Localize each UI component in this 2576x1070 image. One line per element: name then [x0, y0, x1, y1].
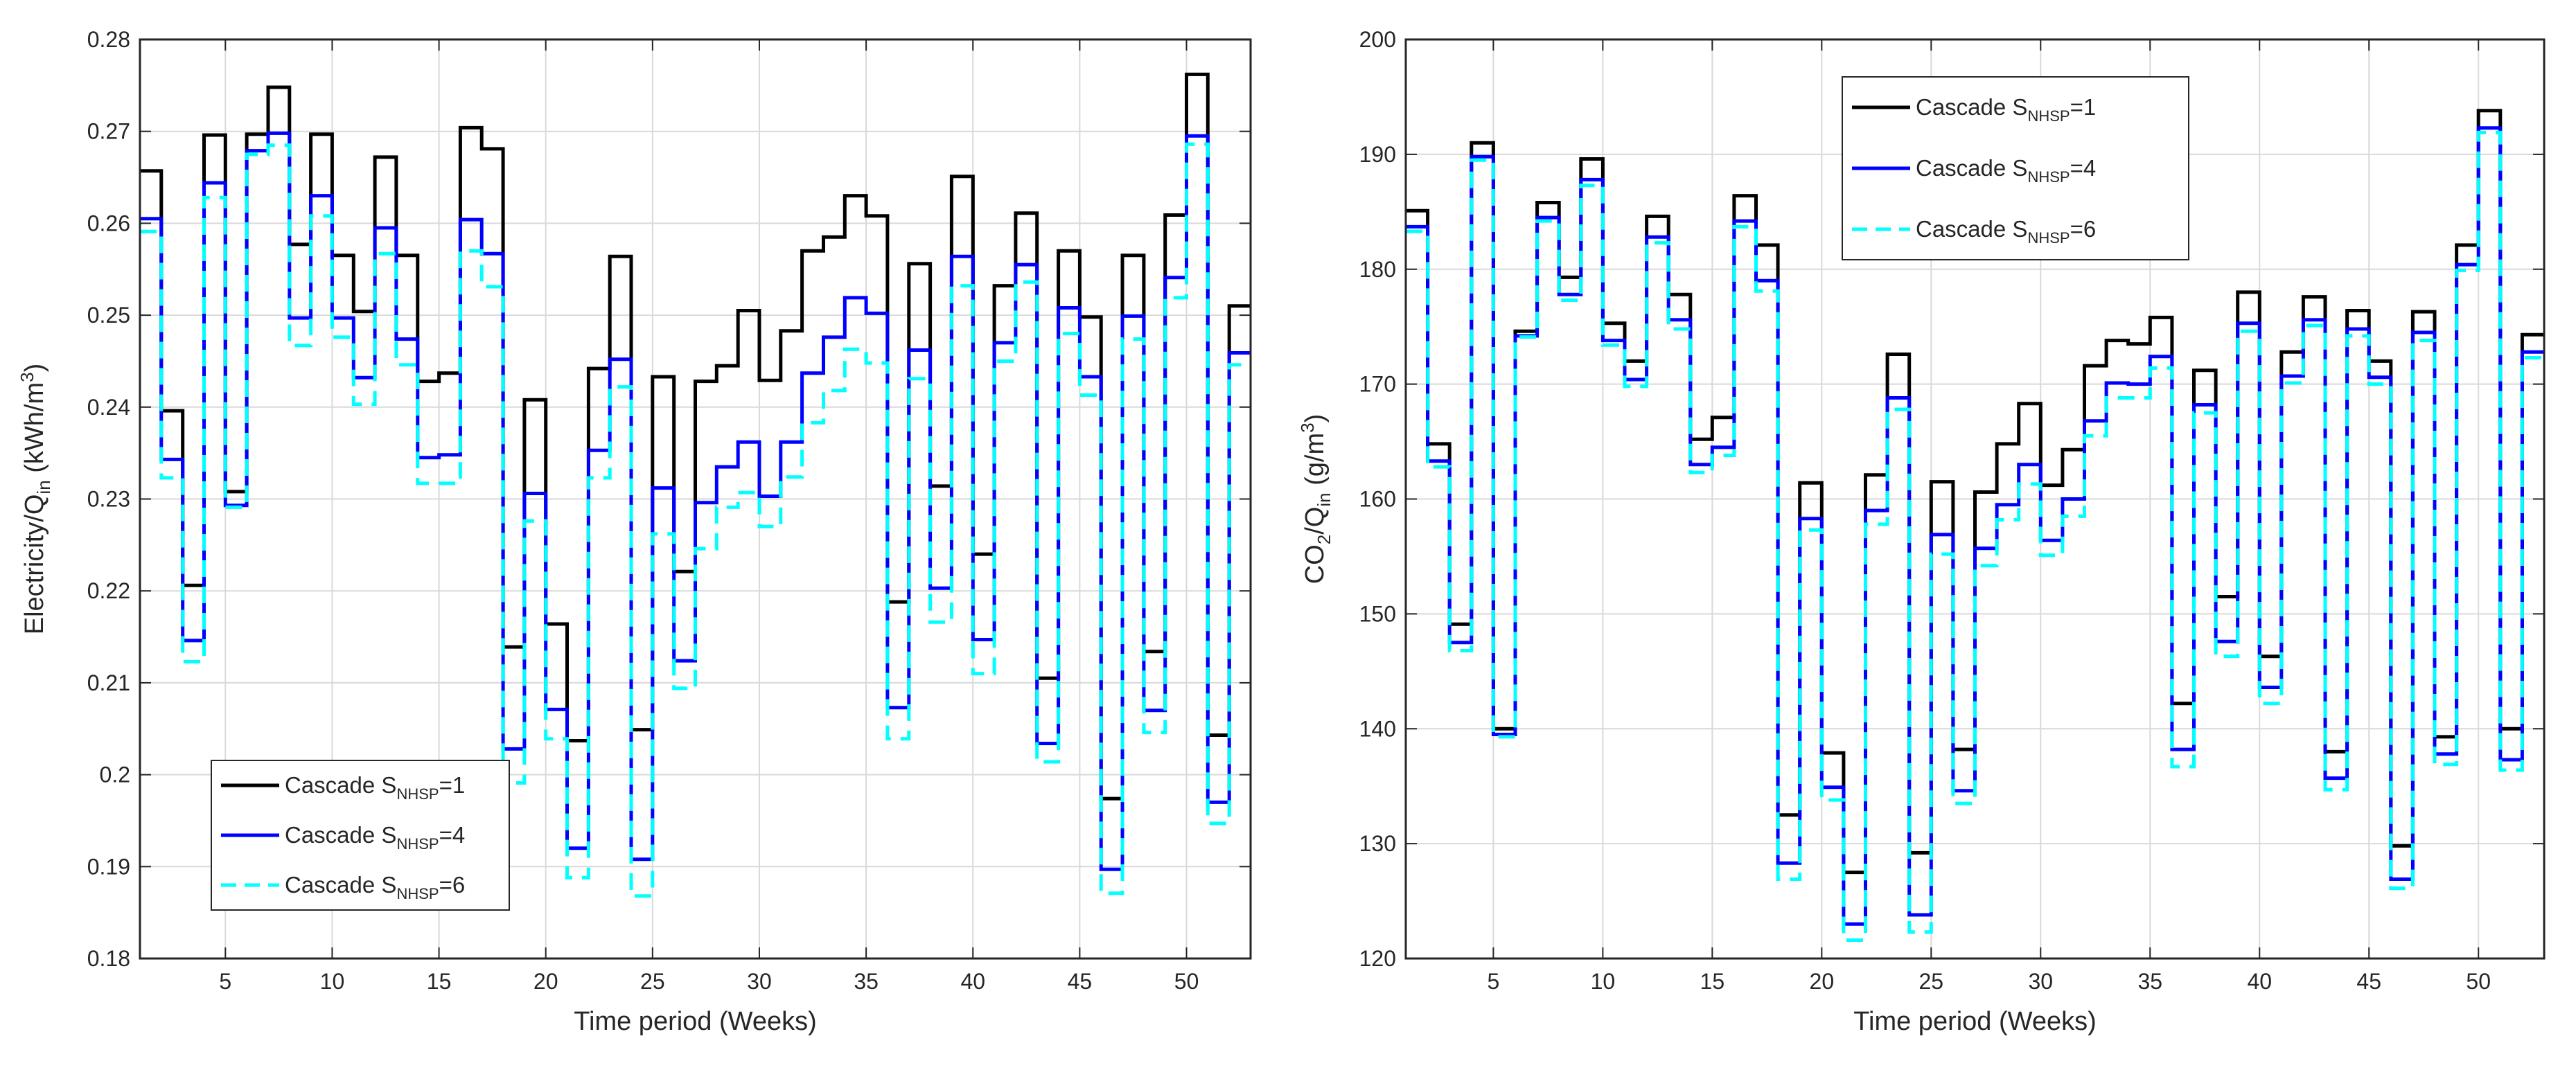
y-tick-label: 200: [1359, 27, 1396, 52]
x-tick-label: 15: [427, 969, 452, 994]
x-tick-label: 10: [320, 969, 345, 994]
legend-label-s1: Cascade SNHSP=1: [1916, 94, 2096, 125]
series-line-s6: [140, 142, 1251, 898]
series-group: [140, 72, 1251, 898]
ticks: 5 10 15 20 25 30 35 40 45 50 0.18 0.19 0.2 0.21 0.22 0.…: [87, 27, 1251, 994]
x-tick-label: 35: [2137, 969, 2162, 994]
y-tick-label: 170: [1359, 372, 1396, 397]
x-tick-label: 30: [2028, 969, 2053, 994]
chart-co2: 5 10 15 20 25 30 35 40 45 50 120 130 140 150 160 170 180…: [1297, 27, 2546, 1036]
x-axis-label: Time period (Weeks): [574, 1007, 817, 1036]
y-tick-label: 130: [1359, 831, 1396, 856]
x-tick-label: 10: [1591, 969, 1616, 994]
x-tick-label: 45: [2356, 969, 2381, 994]
x-tick-label: 20: [1810, 969, 1835, 994]
x-tick-label: 50: [1174, 969, 1199, 994]
y-axis-label: Electricity/Qin (kWh/m3): [17, 364, 54, 635]
legend-label-s4: Cascade SNHSP=4: [285, 822, 465, 853]
legend-label-s4: Cascade SNHSP=4: [1916, 155, 2096, 186]
y-tick-label: 120: [1359, 946, 1396, 971]
legend-label-s1: Cascade SNHSP=1: [285, 772, 465, 803]
y-tick-label: 190: [1359, 142, 1396, 167]
y-tick-label: 0.26: [87, 211, 130, 235]
x-tick-label: 25: [640, 969, 665, 994]
legend-label-s6: Cascade SNHSP=6: [1916, 216, 2096, 247]
y-tick-label: 0.2: [100, 763, 130, 787]
series-group: [1406, 109, 2544, 942]
y-tick-label: 0.18: [87, 946, 130, 971]
legend: Cascade SNHSP=1 Cascade SNHSP=4 Cascade SN…: [211, 760, 510, 911]
y-tick-label: 0.24: [87, 395, 130, 420]
y-tick-label: 140: [1359, 716, 1396, 741]
x-tick-label: 40: [2247, 969, 2272, 994]
x-axis-label: Time period (Weeks): [1853, 1007, 2097, 1036]
legend-label-s6: Cascade SNHSP=6: [285, 872, 465, 902]
x-tick-label: 25: [1919, 969, 1944, 994]
x-tick-label: 35: [854, 969, 879, 994]
y-axis-label: CO2/Qin (g/m3): [1297, 414, 1334, 585]
x-tick-label: 45: [1068, 969, 1093, 994]
x-tick-label: 30: [747, 969, 772, 994]
y-tick-label: 0.22: [87, 578, 130, 603]
y-tick-label: 180: [1359, 257, 1396, 282]
y-tick-label: 0.23: [87, 487, 130, 512]
series-line-s6: [1406, 130, 2544, 942]
x-tick-label: 5: [1487, 969, 1499, 994]
y-tick-label: 0.25: [87, 303, 130, 328]
y-tick-label: 0.21: [87, 670, 130, 695]
x-tick-label: 20: [533, 969, 558, 994]
x-tick-label: 40: [960, 969, 985, 994]
y-tick-label: 160: [1359, 487, 1396, 512]
x-tick-label: 15: [1700, 969, 1725, 994]
y-tick-label: 150: [1359, 601, 1396, 626]
series-line-s4: [1406, 126, 2544, 926]
ticks: 5 10 15 20 25 30 35 40 45 50 120 130 140 150 160 170 180…: [1359, 27, 2544, 994]
y-tick-label: 0.28: [87, 27, 130, 52]
y-tick-label: 0.27: [87, 119, 130, 144]
x-tick-label: 5: [219, 969, 231, 994]
x-tick-label: 50: [2466, 969, 2491, 994]
y-tick-label: 0.19: [87, 854, 130, 879]
legend: Cascade SNHSP=1 Cascade SNHSP=4 Cascade SN…: [1842, 76, 2189, 260]
chart-electricity: 5 10 15 20 25 30 35 40 45 50 0.18 0.19 0.2 0.21 0.22 0.…: [17, 27, 1252, 1036]
